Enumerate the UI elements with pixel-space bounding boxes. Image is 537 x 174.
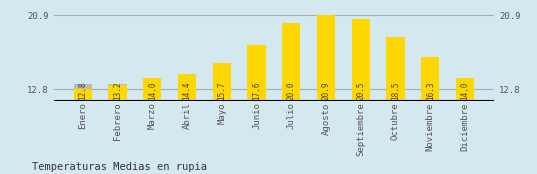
Bar <box>421 57 439 101</box>
Text: 12.8: 12.8 <box>78 81 87 100</box>
Bar <box>108 85 127 101</box>
Bar <box>282 23 300 101</box>
Text: 17.6: 17.6 <box>252 81 261 100</box>
Text: 18.5: 18.5 <box>391 81 400 100</box>
Text: 14.0: 14.0 <box>461 81 469 100</box>
Bar <box>74 89 92 101</box>
Bar <box>108 85 127 101</box>
Bar <box>317 85 335 101</box>
Text: 20.5: 20.5 <box>356 81 365 100</box>
Bar <box>143 85 161 101</box>
Text: 14.0: 14.0 <box>148 81 157 100</box>
Bar <box>387 85 404 101</box>
Bar <box>143 78 161 101</box>
Bar <box>282 85 300 101</box>
Bar <box>387 37 404 101</box>
Text: 15.7: 15.7 <box>217 81 226 100</box>
Text: 20.0: 20.0 <box>287 81 296 100</box>
Bar <box>352 19 370 101</box>
Bar <box>178 74 196 101</box>
Bar <box>352 85 370 101</box>
Bar <box>248 85 265 101</box>
Bar <box>74 85 92 101</box>
Text: 14.4: 14.4 <box>183 81 192 100</box>
Text: 16.3: 16.3 <box>426 81 435 100</box>
Bar <box>213 85 231 101</box>
Text: 13.2: 13.2 <box>113 81 122 100</box>
Bar <box>456 85 474 101</box>
Bar <box>421 85 439 101</box>
Bar <box>213 63 231 101</box>
Bar <box>248 45 265 101</box>
Bar <box>317 15 335 101</box>
Bar <box>178 85 196 101</box>
Text: Temperaturas Medias en rupia: Temperaturas Medias en rupia <box>32 162 207 172</box>
Text: 20.9: 20.9 <box>322 81 330 100</box>
Bar <box>456 78 474 101</box>
